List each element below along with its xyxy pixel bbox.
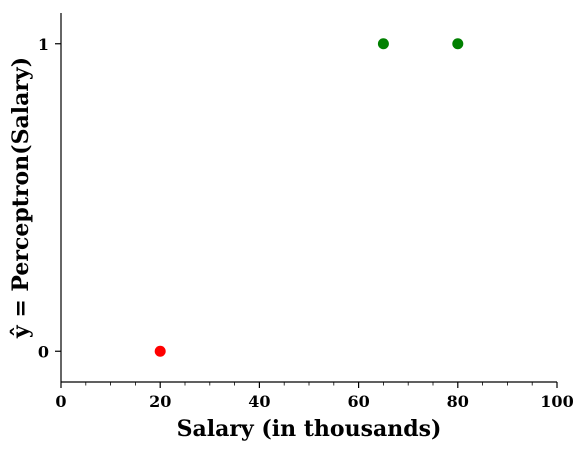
y-tick-label: 1: [38, 35, 49, 54]
x-tick-label: 0: [55, 392, 66, 411]
scatter-point: [377, 38, 389, 50]
x-axis-label: Salary (in thousands): [177, 416, 442, 442]
x-axis-ticks: 0 20 40 60 80 100: [55, 382, 574, 411]
data-points: [154, 38, 464, 357]
x-tick-label: 80: [447, 392, 469, 411]
scatter-point: [154, 345, 166, 357]
y-axis-label: ŷ = Perceptron(Salary): [8, 57, 34, 339]
scatter-point: [452, 38, 464, 50]
y-axis-ticks: 01: [38, 35, 61, 361]
x-tick-label: 20: [149, 392, 171, 411]
y-tick-label: 0: [38, 342, 49, 361]
x-tick-label: 100: [540, 392, 573, 411]
x-tick-label: 60: [347, 392, 369, 411]
x-tick-label: 40: [248, 392, 270, 411]
